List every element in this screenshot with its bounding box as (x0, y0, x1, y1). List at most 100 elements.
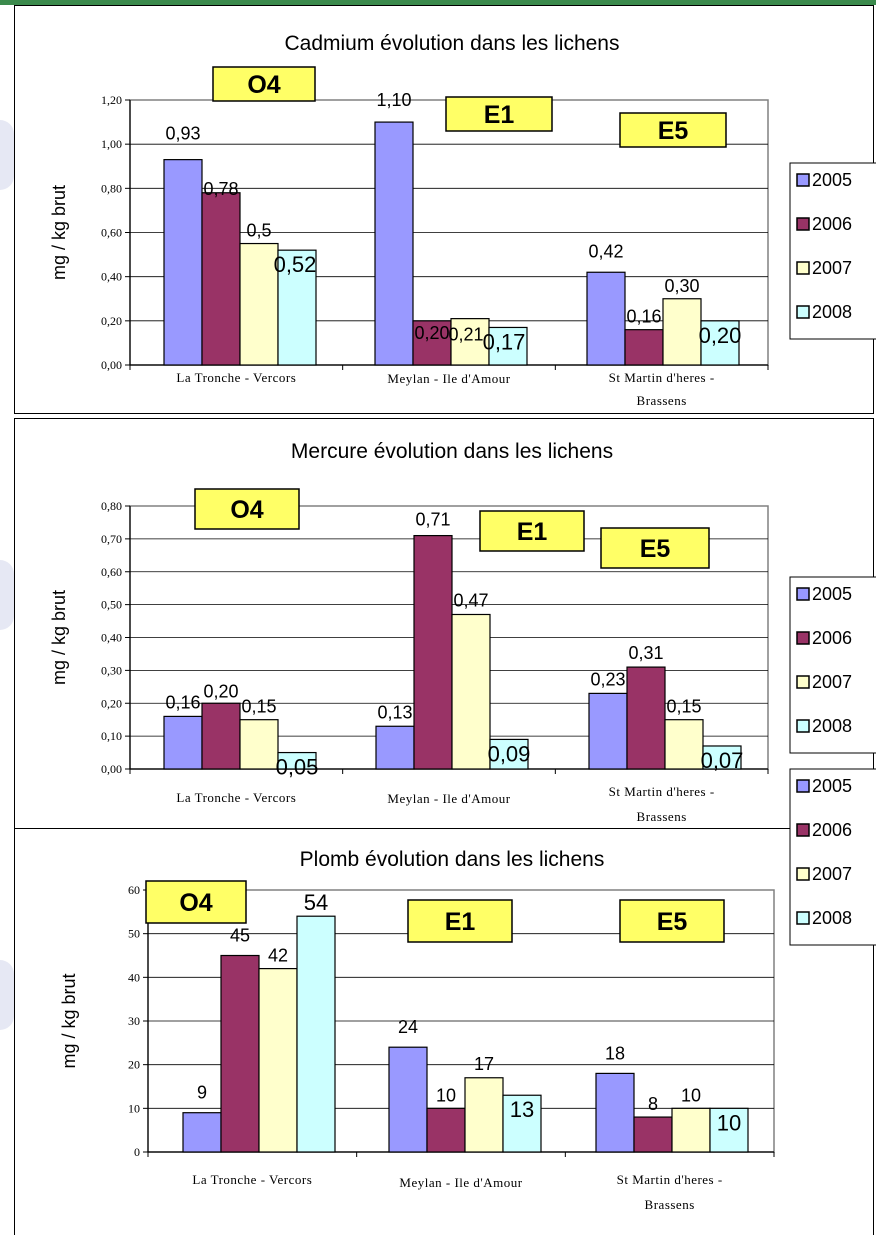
station-box (479, 510, 585, 552)
bar (374, 121, 414, 366)
legend-label: 2008 (812, 302, 852, 322)
data-label: 0,5 (246, 221, 271, 241)
data-label: 0,31 (628, 643, 663, 663)
bar (664, 719, 704, 770)
station-label: E1 (517, 518, 548, 546)
station-label: E5 (658, 117, 689, 145)
data-label: 1,10 (376, 90, 411, 110)
chart-title: Mercure évolution dans les lichens (291, 440, 613, 463)
legend-swatch (796, 305, 810, 319)
bar (595, 1072, 635, 1153)
bar (489, 738, 529, 770)
y-tick-label: 10 (128, 1101, 140, 1115)
legend-label: 2008 (812, 908, 852, 928)
legend-label: 2008 (812, 716, 852, 736)
bar (702, 745, 742, 770)
station-label: O4 (247, 71, 280, 99)
y-tick-label: 0,80 (101, 181, 122, 195)
data-label: 54 (304, 890, 328, 915)
bar (163, 159, 203, 366)
data-label: 0,42 (588, 241, 623, 261)
category-label: La Tronche - Vercors (176, 370, 296, 385)
data-label: 0,93 (165, 124, 200, 144)
category-label: Meylan - Ile d'Amour (387, 371, 510, 386)
data-label: 0,15 (241, 697, 276, 717)
bar (450, 318, 490, 366)
station-box (445, 96, 553, 132)
y-tick-label: 1,00 (101, 137, 122, 151)
chart-2: Plomb évolution dans les lichens 0 10 20 30 4… (14, 768, 876, 1235)
y-tick-label: 0,70 (101, 532, 122, 546)
bar (502, 1094, 542, 1153)
station-label: E1 (445, 908, 476, 936)
category-label: St Martin d'heres -Brassens (609, 784, 715, 824)
legend-swatch (796, 587, 810, 601)
data-label: 17 (474, 1054, 494, 1074)
legend-label: 2005 (812, 776, 852, 796)
station-box (194, 488, 300, 530)
station-label: O4 (230, 496, 263, 524)
legend-swatch (796, 217, 810, 231)
bar (624, 329, 664, 366)
data-label: 0,05 (276, 755, 319, 780)
bar (488, 326, 528, 366)
bar (296, 915, 336, 1153)
data-label: 0,71 (415, 510, 450, 530)
y-tick-label: 0,30 (101, 663, 122, 677)
y-axis-label: mg / kg brut (49, 590, 69, 685)
top-accent-bar (0, 0, 876, 5)
station-label: O4 (179, 889, 212, 917)
legend-label: 2007 (812, 258, 852, 278)
data-label: 0,52 (274, 252, 317, 277)
data-label: 0,20 (414, 323, 449, 343)
category-label: La Tronche - Vercors (192, 1172, 312, 1187)
bar (413, 534, 453, 770)
background-decoration (0, 560, 14, 630)
bar (662, 298, 702, 366)
data-label: 8 (648, 1094, 658, 1114)
data-label: 0,20 (203, 681, 238, 701)
legend-swatch (796, 173, 810, 187)
data-label: 45 (230, 926, 250, 946)
y-tick-label: 0,00 (101, 358, 122, 372)
legend-swatch (796, 823, 810, 837)
data-label: 0,30 (664, 276, 699, 296)
station-label: E5 (640, 535, 671, 563)
bar (626, 666, 666, 770)
category-label: La Tronche - Vercors (176, 790, 296, 805)
bar (426, 1107, 466, 1153)
legend-swatch (796, 719, 810, 733)
y-tick-label: 20 (128, 1058, 140, 1072)
y-axis-label: mg / kg brut (49, 185, 69, 280)
data-label: 0,47 (453, 590, 488, 610)
data-label: 0,78 (203, 179, 238, 199)
category-label: Meylan - Ile d'Amour (387, 791, 510, 806)
category-label: St Martin d'heres -Brassens (617, 1172, 723, 1212)
category-label: Meylan - Ile d'Amour (399, 1175, 522, 1190)
bar (277, 249, 317, 366)
data-label: 10 (717, 1110, 741, 1135)
chart-1: Mercure évolution dans les lichens 0,00 0,… (14, 418, 876, 829)
bar (239, 719, 279, 770)
data-label: 0,15 (666, 697, 701, 717)
bar (671, 1107, 711, 1153)
station-label: E1 (484, 101, 515, 129)
chart-title: Cadmium évolution dans les lichens (284, 32, 619, 55)
data-label: 0,23 (590, 669, 625, 689)
y-tick-label: 0,10 (101, 729, 122, 743)
y-tick-label: 0 (134, 1145, 140, 1159)
bar (588, 692, 628, 770)
y-tick-label: 30 (128, 1014, 140, 1028)
bar (201, 192, 241, 366)
legend-swatch (796, 779, 810, 793)
bar (700, 320, 740, 366)
bar (201, 702, 241, 770)
legend-swatch (796, 261, 810, 275)
bar (258, 967, 298, 1153)
y-tick-label: 0,00 (101, 762, 122, 776)
legend-swatch (796, 867, 810, 881)
y-tick-label: 0,20 (101, 696, 122, 710)
station-box (619, 112, 727, 148)
legend-swatch (796, 675, 810, 689)
